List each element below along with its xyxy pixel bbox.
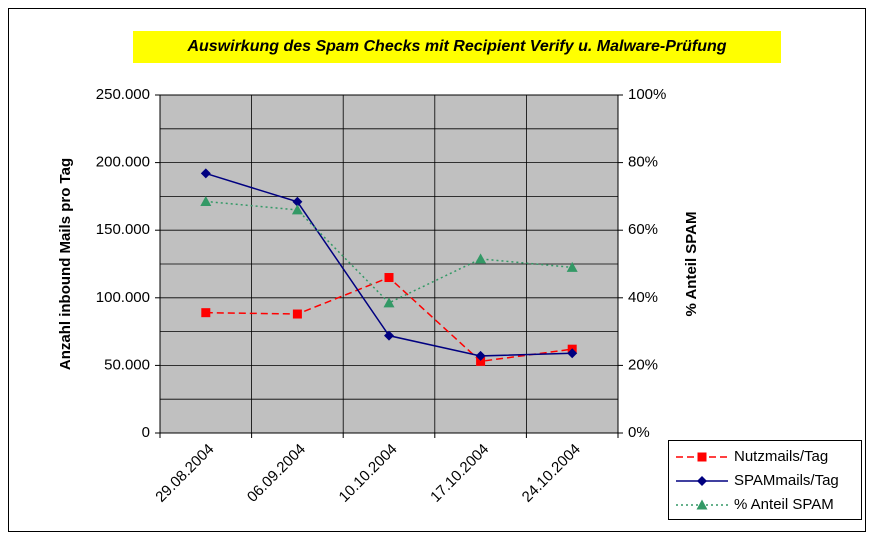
y2-tick-label: 80% (628, 154, 658, 171)
y2-tick-label: 100% (628, 86, 666, 103)
y-tick-label: 250.000 (96, 86, 150, 103)
y-tick-label: 200.000 (96, 154, 150, 171)
marker-diamond (475, 350, 486, 361)
marker-square (697, 452, 707, 462)
legend-label: % Anteil SPAM (734, 496, 834, 513)
marker-square (384, 273, 394, 283)
series-line (205, 200, 573, 304)
y-tick-label: 0 (142, 424, 150, 441)
marker-square (292, 309, 302, 319)
y2-axis-label: % Anteil SPAM (683, 211, 700, 316)
chart-title: Auswirkung des Spam Checks mit Recipient… (186, 38, 726, 55)
y-tick-label: 50.000 (104, 356, 150, 373)
y-axis-label: Anzahl inbound Mails pro Tag (57, 158, 74, 370)
marker-triangle (475, 253, 487, 264)
marker-triangle (200, 195, 212, 206)
plot-border (159, 94, 619, 434)
marker-triangle (383, 297, 395, 308)
y2-tick-label: 40% (628, 289, 658, 306)
marker-square (201, 308, 211, 318)
y-tick-label: 100.000 (96, 289, 150, 306)
y2-tick-label: 0% (628, 424, 650, 441)
legend-label: Nutzmails/Tag (734, 448, 828, 465)
legend-label: SPAMmails/Tag (734, 472, 839, 489)
marker-triangle (696, 499, 708, 510)
y2-tick-label: 60% (628, 221, 658, 238)
title-background (133, 31, 781, 63)
marker-diamond (567, 348, 578, 359)
marker-diamond (292, 196, 303, 207)
marker-triangle (291, 204, 303, 215)
marker-square (476, 356, 486, 366)
marker-diamond (200, 168, 211, 179)
marker-diamond (697, 476, 707, 486)
y-tick-label: 150.000 (96, 221, 150, 238)
marker-diamond (384, 330, 394, 341)
y2-tick-label: 20% (628, 356, 658, 373)
marker-triangle (566, 261, 578, 272)
